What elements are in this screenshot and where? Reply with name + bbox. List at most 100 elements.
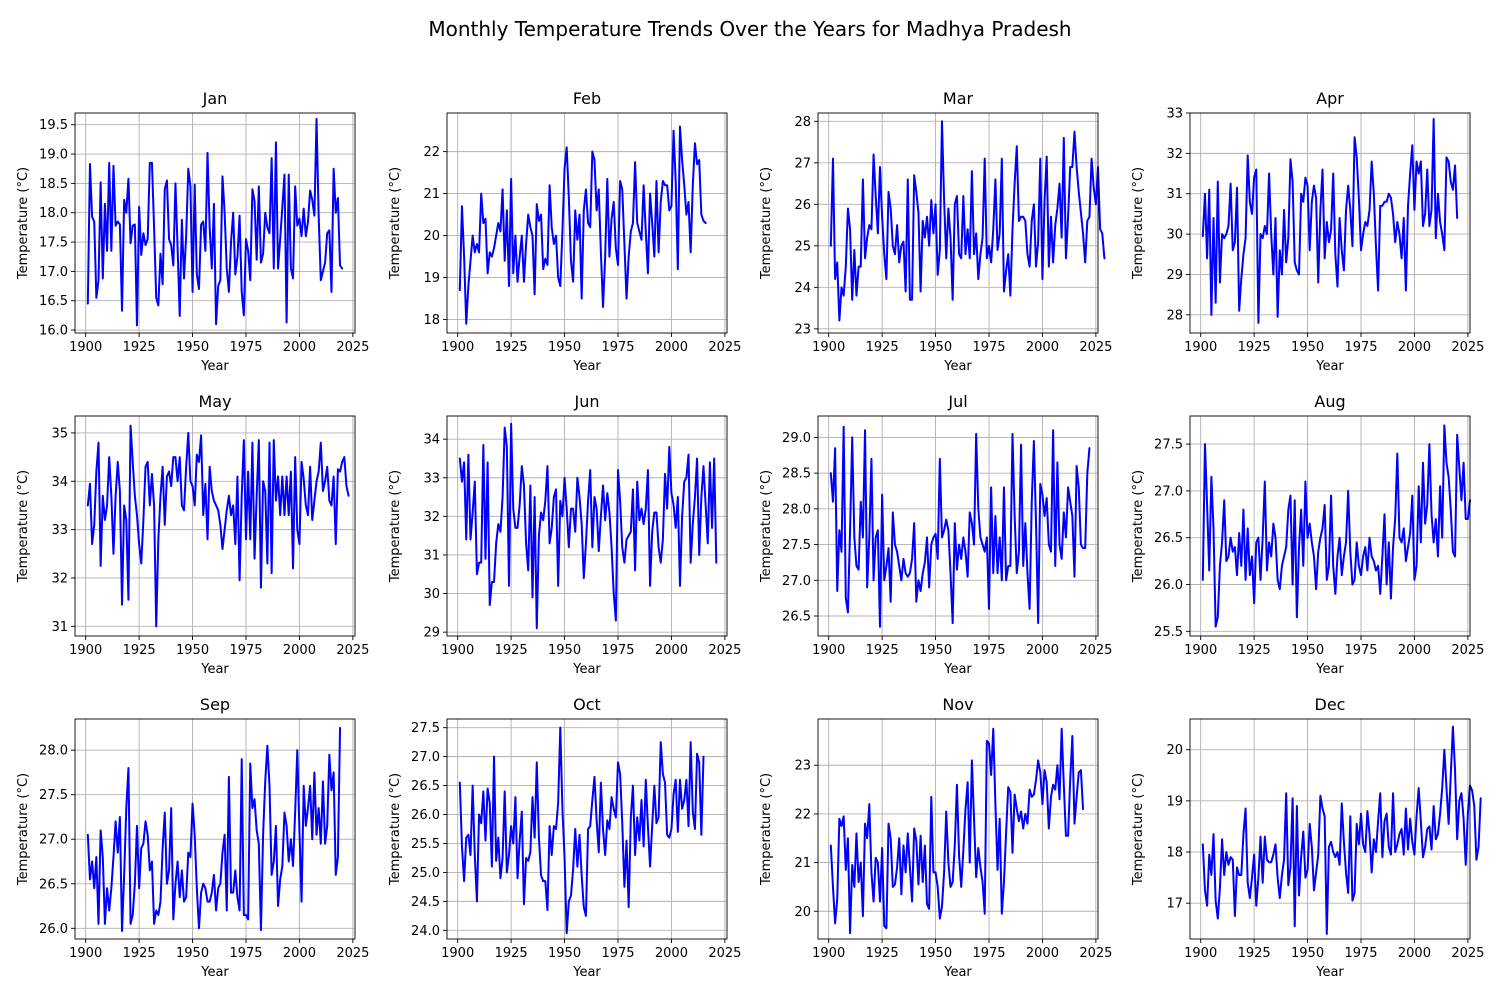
axes-frame [74,415,356,637]
x-tick-label: 1975 [229,946,262,961]
y-tick-label: 23 [794,322,811,337]
y-tick-label: 27.0 [39,833,68,848]
subplot-title: Mar [943,89,974,108]
x-tick-label: 1950 [176,643,209,658]
x-axis-label: Year [200,965,229,980]
y-tick-label: 32 [1166,147,1183,162]
x-axis-label: Year [572,662,601,677]
y-axis-label: Temperature (°C) [759,470,774,583]
y-tick-label: 28.0 [39,744,68,759]
y-tick-label: 20 [423,229,440,244]
x-tick-label: 1975 [1344,340,1377,355]
plot-area [447,113,727,333]
y-tick-label: 32 [51,571,68,586]
y-tick-label: 18 [1166,846,1183,861]
subplot-dec: 1900 1925 1950 1975 2000 2025 17 18 19 20 Dec Year T… [1131,695,1484,980]
y-tick-label: 17.5 [39,236,68,251]
x-tick-label: 1900 [69,946,102,961]
y-tick-label: 16.0 [39,324,68,339]
y-tick-label: 24 [794,281,811,296]
y-tick-label: 25.0 [411,866,440,881]
y-tick-label: 26.0 [411,808,440,823]
y-tick-label: 24.0 [411,924,440,939]
y-axis-label: Temperature (°C) [1131,773,1146,886]
x-tick-label: 1975 [601,643,634,658]
y-axis-label: Temperature (°C) [388,773,403,886]
y-tick-label: 18 [423,313,440,328]
x-tick-label: 1950 [919,946,952,961]
y-tick-label: 32 [423,510,440,525]
series-line-jan [86,117,344,327]
x-tick-label: 1975 [601,340,634,355]
y-tick-label: 22 [423,145,440,160]
subplot-title: Nov [942,695,973,714]
y-tick-label: 26.5 [39,877,68,892]
series-line-may [86,424,350,628]
series-line-feb [458,125,707,325]
subplot-title: Oct [573,695,601,714]
subplot-title: May [198,392,231,411]
x-tick-label: 2000 [1026,946,1059,961]
x-axis-label: Year [572,359,601,374]
y-tick-label: 34 [423,433,440,448]
y-tick-label: 27.5 [39,788,68,803]
x-tick-label: 2000 [1026,643,1059,658]
y-tick-label: 28.0 [782,502,811,517]
axes-frame [446,415,728,637]
subplot-jan: 1900 1925 1950 1975 2000 2025 16.0 16.5 17.0 17.5… [16,89,369,374]
x-tick-label: 2000 [1398,643,1431,658]
x-tick-label: 1900 [441,946,474,961]
y-tick-label: 28 [1166,308,1183,323]
series-line-oct [458,726,705,935]
y-axis-label: Temperature (°C) [1131,167,1146,280]
subplot-title: Dec [1315,695,1346,714]
y-tick-label: 25.5 [1154,625,1183,640]
subplot-title: Jun [574,392,600,411]
x-tick-label: 1900 [69,643,102,658]
x-tick-label: 1975 [1344,643,1377,658]
y-axis-label: Temperature (°C) [1131,470,1146,583]
x-tick-label: 1975 [972,643,1005,658]
y-tick-label: 33 [423,471,440,486]
y-tick-label: 29 [423,626,440,641]
x-tick-label: 1925 [1238,643,1271,658]
x-tick-label: 1975 [601,946,634,961]
y-tick-label: 16.5 [39,294,68,309]
x-tick-label: 2000 [283,643,316,658]
y-tick-label: 30 [1166,228,1183,243]
series-line-nov [829,727,1085,935]
x-tick-label: 1925 [123,643,156,658]
subplot-mar: 1900 1925 1950 1975 2000 2025 23 24 25 26 27 28 Mar Y… [759,89,1112,374]
subplot-title: Sep [200,695,230,714]
x-tick-label: 2000 [1398,946,1431,961]
subplot-title: Apr [1316,89,1344,108]
x-tick-label: 1925 [123,946,156,961]
y-tick-label: 31 [51,620,68,635]
x-tick-label: 2025 [1079,643,1112,658]
y-axis-label: Temperature (°C) [759,773,774,886]
y-tick-label: 26.0 [39,922,68,937]
y-axis-label: Temperature (°C) [16,773,31,886]
y-tick-label: 27.5 [411,721,440,736]
y-axis-label: Temperature (°C) [759,167,774,280]
subplot-nov: 1900 1925 1950 1975 2000 2025 20 21 22 23 Nov Year T… [759,695,1112,980]
axes-frame [1189,718,1471,940]
x-tick-label: 2025 [1451,340,1484,355]
axes-frame [1189,112,1471,334]
y-tick-label: 26 [794,198,811,213]
y-axis-label: Temperature (°C) [16,167,31,280]
subplot-feb: 1900 1925 1950 1975 2000 2025 18 19 20 21 22 Feb Yea… [388,89,741,374]
x-tick-label: 2025 [336,643,369,658]
y-tick-label: 18.5 [39,177,68,192]
x-tick-label: 1950 [1291,946,1324,961]
x-tick-label: 2000 [283,946,316,961]
x-tick-label: 2025 [1079,340,1112,355]
axes-frame [74,718,356,940]
y-tick-label: 26.0 [1154,578,1183,593]
plot-area [1190,719,1470,939]
x-tick-label: 1900 [812,946,845,961]
series-line-apr [1201,118,1459,324]
series-line-sep [86,726,342,932]
y-tick-label: 21 [794,856,811,871]
y-tick-label: 19.5 [39,118,68,133]
